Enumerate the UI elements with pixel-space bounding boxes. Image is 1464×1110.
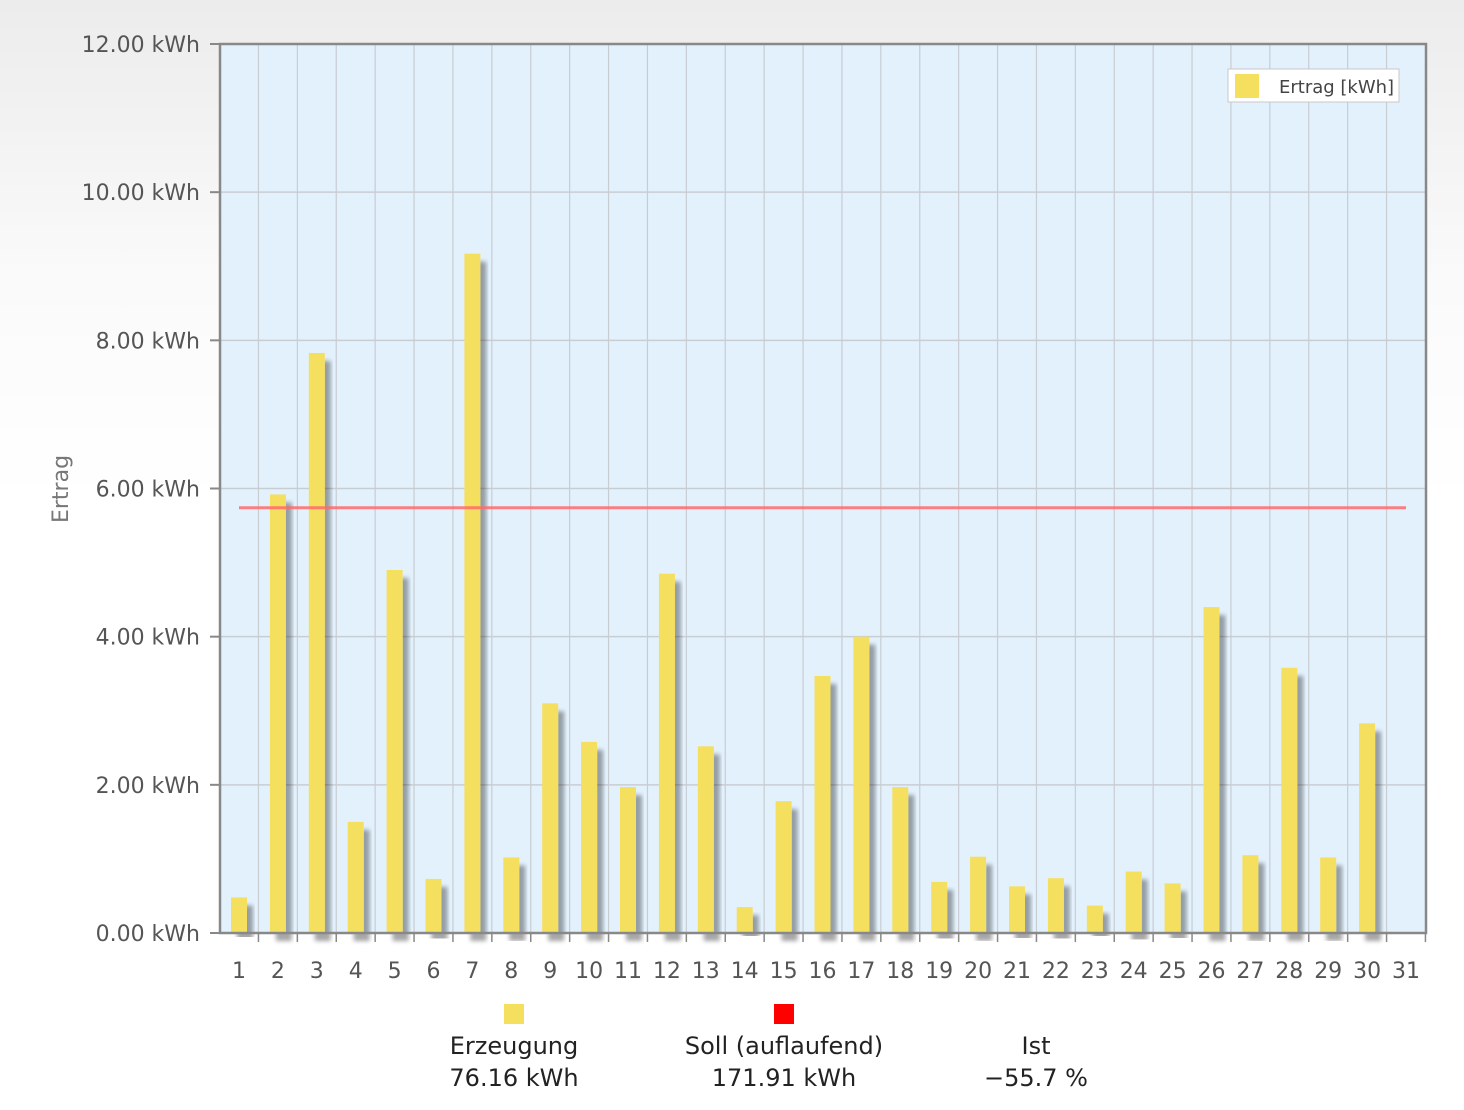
summary-actual: Ist −55.7 % (886, 1004, 1186, 1094)
bar (1086, 905, 1103, 933)
bar (892, 787, 909, 933)
y-tick-labels: 0.00 kWh 2.00 kWh 4.00 kWh 6.00 kWh 8.00 kWh… (82, 33, 200, 947)
summary-production: Erzeugung 76.16 kWh (364, 1004, 664, 1094)
y-tick-label: 6.00 kWh (96, 478, 200, 503)
bar (464, 253, 481, 934)
axes (210, 42, 1428, 942)
x-tick-label: 9 (543, 959, 557, 984)
bar (931, 881, 948, 933)
y-tick-label: 8.00 kWh (96, 329, 200, 354)
summary-target: Soll (auflaufend) 171.91 kWh (634, 1004, 934, 1094)
production-label: Erzeugung (449, 1032, 579, 1060)
bars (231, 253, 1376, 934)
actual-label: Ist (1021, 1032, 1051, 1060)
bar (1359, 723, 1376, 933)
bar (1125, 871, 1142, 933)
bar (1242, 855, 1259, 933)
x-tick-label: 2 (271, 959, 285, 984)
x-tick-label: 13 (692, 959, 720, 984)
x-tick-labels: 1 2 3 4 5 6 7 8 9 10 11 12 13 14 15 16 17 18 19 20 21 22 23 24 2… (232, 959, 1420, 984)
x-tick-label: 24 (1120, 959, 1148, 984)
legend: Ertrag [kWh] (1227, 68, 1400, 103)
x-tick-label: 14 (731, 959, 759, 984)
bar (1164, 883, 1181, 933)
x-tick-label: 29 (1314, 959, 1342, 984)
yield-chart: 0.00 kWh 2.00 kWh 4.00 kWh 6.00 kWh 8.00 kWh… (49, 33, 1428, 984)
bar (581, 741, 598, 933)
x-tick-label: 4 (349, 959, 363, 984)
bar (231, 897, 247, 933)
bar (1203, 607, 1220, 933)
bar (970, 856, 987, 933)
y-axis-label: Ertrag (49, 455, 74, 523)
bar (658, 573, 675, 933)
y-tick-label: 12.00 kWh (82, 33, 200, 58)
production-value: 76.16 kWh (449, 1064, 579, 1092)
legend-label: Ertrag [kWh] (1279, 77, 1394, 98)
x-tick-label: 1 (232, 959, 246, 984)
x-tick-label: 5 (388, 959, 402, 984)
x-tick-label: 27 (1236, 959, 1264, 984)
x-tick-label: 12 (653, 959, 681, 984)
x-tick-label: 15 (770, 959, 798, 984)
bar (347, 821, 364, 933)
bar (386, 569, 403, 933)
x-tick-label: 28 (1275, 959, 1303, 984)
grid-lines (220, 43, 1426, 934)
x-tick-label: 26 (1198, 959, 1226, 984)
bar (542, 703, 559, 933)
y-tick-label: 4.00 kWh (96, 626, 200, 651)
bar (308, 352, 325, 933)
x-tick-label: 16 (809, 959, 837, 984)
bar (775, 801, 792, 933)
x-tick-label: 7 (465, 959, 479, 984)
x-tick-label: 19 (925, 959, 953, 984)
bar (503, 857, 520, 933)
x-tick-label: 6 (427, 959, 441, 984)
bar (814, 675, 831, 933)
bar (1009, 886, 1025, 933)
x-tick-label: 20 (964, 959, 992, 984)
x-tick-label: 22 (1042, 959, 1070, 984)
bar (1047, 878, 1064, 933)
x-tick-label: 10 (575, 959, 603, 984)
y-tick-label: 10.00 kWh (82, 181, 200, 206)
x-tick-label: 18 (886, 959, 914, 984)
bar (736, 907, 753, 933)
bar (425, 878, 442, 933)
x-tick-label: 25 (1159, 959, 1187, 984)
x-tick-label: 31 (1392, 959, 1420, 984)
bar (853, 636, 870, 933)
bar (1281, 667, 1298, 933)
y-tick-label: 2.00 kWh (96, 774, 200, 799)
target-label: Soll (auflaufend) (684, 1032, 884, 1060)
x-tick-label: 17 (847, 959, 875, 984)
actual-value: −55.7 % (984, 1064, 1088, 1092)
x-tick-label: 21 (1003, 959, 1031, 984)
x-tick-label: 11 (614, 959, 642, 984)
x-tick-label: 8 (504, 959, 518, 984)
target-swatch (774, 1004, 794, 1024)
production-swatch (504, 1004, 524, 1024)
x-tick-label: 30 (1353, 959, 1381, 984)
y-tick-label: 0.00 kWh (96, 922, 200, 947)
bar (1320, 857, 1337, 933)
x-tick-label: 3 (310, 959, 324, 984)
x-tick-label: 23 (1081, 959, 1109, 984)
bar (697, 746, 714, 933)
summary: Erzeugung 76.16 kWh Soll (auflaufend) 17… (0, 1004, 1464, 1104)
legend-swatch (1235, 74, 1259, 98)
bar (620, 787, 636, 933)
target-value: 171.91 kWh (711, 1064, 857, 1092)
bar (269, 494, 286, 933)
